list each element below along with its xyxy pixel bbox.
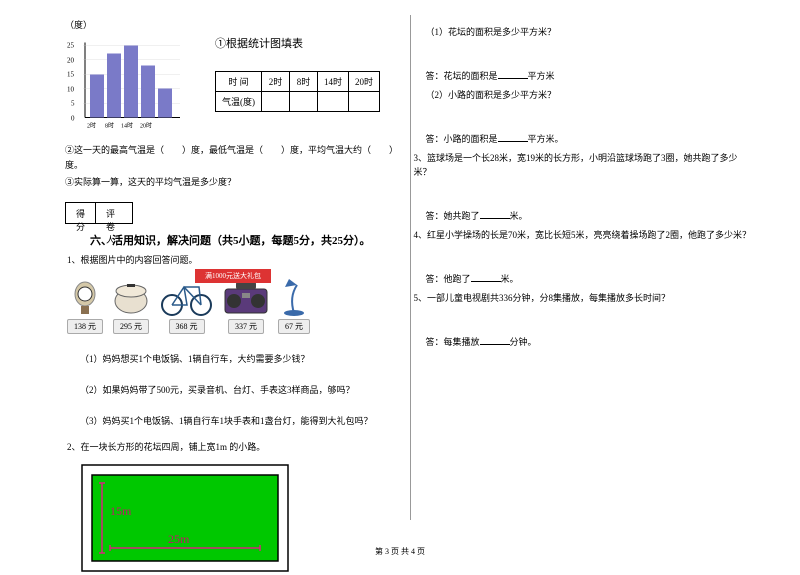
r-a1: 答：花坛的面积是平方米 (426, 69, 756, 83)
p1-q1: （1）妈妈想买1个电饭锅、1辆自行车，大约需要多少钱？ (80, 352, 395, 365)
product-ricecooker: 295 元 (111, 279, 151, 334)
r-a5: 答：每集播放分钟。 (426, 335, 756, 349)
page-footer: 第 3 页 共 4 页 (0, 546, 800, 557)
product-radio: 337 元 (222, 279, 270, 334)
svg-text:0: 0 (71, 115, 75, 123)
svg-text:14时: 14时 (121, 122, 133, 130)
r-a4: 答：他跑了米。 (426, 272, 756, 286)
p1-q2: （2）如果妈妈带了500元，买录音机、台灯、手表这3样商品，够吗？ (80, 383, 395, 396)
product-watch: 138 元 (67, 279, 103, 334)
y-axis-label: （度） (65, 18, 395, 32)
svg-text:5: 5 (71, 100, 75, 108)
svg-text:15: 15 (67, 71, 75, 79)
r-p4: 4、红星小学操场的长是70米，宽比长短5米，亮亮绕着操场跑了2圈，他跑了多少米？ (414, 228, 756, 242)
promo-banner: 满1000元送大礼包 (195, 269, 271, 283)
svg-text:15m: 15m (110, 504, 132, 518)
temp-table: 时 间 2时 8时 14时 20时 气温(度) (215, 71, 380, 112)
r-p3: 3、篮球场是一个长28米，宽19米的长方形，小明沿篮球场跑了3圈，她共跑了多少米… (414, 151, 756, 180)
svg-text:25m: 25m (168, 532, 190, 546)
chart-title: ①根据统计图填表 (215, 35, 380, 51)
score-box: 得分 评卷人 (65, 202, 395, 224)
bar-chart: 25 20 15 10 5 0 2时 8时 14时 20时 (65, 35, 185, 135)
column-divider (410, 15, 411, 520)
svg-text:20时: 20时 (140, 122, 152, 130)
svg-text:10: 10 (67, 86, 75, 94)
svg-text:25: 25 (67, 42, 75, 50)
question-2: ②这一天的最高气温是（ ）度，最低气温是（ ）度，平均气温大约（ ）度。 (65, 143, 395, 172)
p1-q3: （3）妈妈买1个电饭锅、1辆自行车1块手表和1盏台灯，能得到大礼包吗？ (80, 414, 395, 427)
p1-intro: 1、根据图片中的内容回答问题。 (67, 254, 395, 268)
r-q1: （1）花坛的面积是多少平方米？ (426, 25, 756, 39)
section-6-title: 六、活用知识，解决问题（共5小题，每题5分，共25分）。 (65, 232, 395, 248)
r-a2: 答：小路的面积是平方米。 (426, 132, 756, 146)
r-a3: 答：她共跑了米。 (426, 209, 756, 223)
svg-text:2时: 2时 (87, 122, 96, 130)
product-lamp: 67 元 (278, 277, 310, 334)
svg-text:8时: 8时 (105, 122, 114, 130)
product-row: 138 元 295 元 368 元 337 元 67 元 (67, 275, 395, 334)
svg-text:20: 20 (67, 57, 75, 65)
p2-intro: 2、在一块长方形的花坛四周，铺上宽1m 的小路。 (67, 441, 395, 455)
flowerbed-diagram: 15m 25m (80, 463, 395, 575)
r-q2: （2）小路的面积是多少平方米？ (426, 88, 756, 102)
product-bike: 368 元 (159, 275, 214, 334)
r-p5: 5、一部儿童电视剧共336分钟，分8集播放，每集播放多长时间？ (414, 291, 756, 305)
question-3: ③实际算一算，这天的平均气温是多少度？ (65, 175, 395, 189)
